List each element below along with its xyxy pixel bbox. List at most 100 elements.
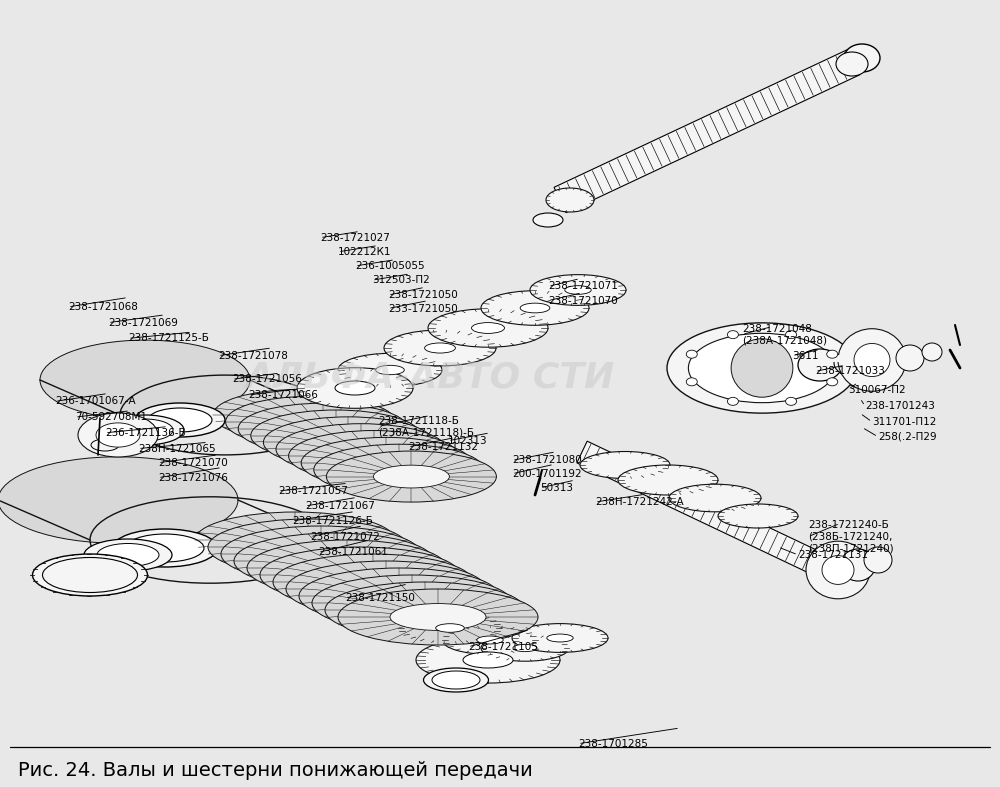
- Ellipse shape: [618, 465, 718, 495]
- Ellipse shape: [364, 589, 460, 616]
- Ellipse shape: [361, 458, 437, 481]
- Text: 236-1005055: 236-1005055: [355, 261, 425, 271]
- Ellipse shape: [432, 671, 480, 689]
- Ellipse shape: [533, 213, 563, 227]
- Ellipse shape: [338, 353, 442, 386]
- Text: 238-1721069: 238-1721069: [108, 318, 178, 327]
- Ellipse shape: [481, 290, 589, 325]
- Ellipse shape: [260, 534, 356, 560]
- Ellipse shape: [96, 423, 140, 447]
- Text: 238-1721071: 238-1721071: [548, 282, 618, 291]
- Text: 310067-П2: 310067-П2: [848, 385, 906, 394]
- Ellipse shape: [106, 415, 184, 445]
- Text: 238-1721056: 238-1721056: [232, 375, 302, 384]
- Ellipse shape: [827, 350, 838, 358]
- Ellipse shape: [298, 424, 374, 447]
- Ellipse shape: [384, 330, 496, 366]
- Ellipse shape: [472, 323, 505, 334]
- Ellipse shape: [338, 575, 434, 602]
- Ellipse shape: [276, 423, 446, 475]
- Ellipse shape: [731, 338, 793, 397]
- Ellipse shape: [335, 381, 375, 395]
- Ellipse shape: [336, 445, 412, 467]
- Ellipse shape: [251, 410, 421, 461]
- Ellipse shape: [338, 589, 538, 645]
- Text: 236-1701067-А: 236-1701067-А: [55, 397, 136, 406]
- Ellipse shape: [376, 365, 404, 375]
- Ellipse shape: [822, 556, 854, 585]
- Ellipse shape: [273, 554, 473, 610]
- Ellipse shape: [323, 438, 399, 460]
- Ellipse shape: [325, 582, 525, 638]
- Text: 312503-П2: 312503-П2: [372, 275, 430, 285]
- Ellipse shape: [135, 403, 225, 437]
- Text: 238-1701243: 238-1701243: [865, 401, 935, 411]
- Ellipse shape: [286, 548, 382, 575]
- Text: 50313: 50313: [540, 483, 573, 493]
- Ellipse shape: [84, 539, 172, 571]
- Text: 238-1721078: 238-1721078: [218, 351, 288, 360]
- Ellipse shape: [844, 44, 880, 72]
- Ellipse shape: [547, 634, 573, 642]
- Ellipse shape: [520, 303, 550, 313]
- Ellipse shape: [922, 343, 942, 361]
- Ellipse shape: [263, 417, 433, 467]
- Ellipse shape: [247, 540, 447, 596]
- Ellipse shape: [373, 465, 449, 488]
- Text: 238-1721070: 238-1721070: [158, 458, 228, 467]
- Ellipse shape: [686, 378, 697, 386]
- Ellipse shape: [299, 555, 395, 582]
- Ellipse shape: [442, 626, 538, 655]
- Ellipse shape: [854, 343, 890, 376]
- Text: 238Н-1721242-А: 238Н-1721242-А: [595, 497, 684, 507]
- Text: 200-1701192: 200-1701192: [512, 469, 582, 478]
- Ellipse shape: [32, 554, 148, 596]
- Ellipse shape: [463, 652, 513, 668]
- Ellipse shape: [669, 484, 761, 512]
- Text: Рис. 24. Валы и шестерни понижающей передачи: Рис. 24. Валы и шестерни понижающей пере…: [18, 760, 533, 779]
- Text: 233-1721050: 233-1721050: [388, 304, 458, 313]
- Ellipse shape: [213, 390, 383, 441]
- Ellipse shape: [580, 452, 670, 478]
- Text: 102212К1: 102212К1: [338, 247, 392, 257]
- Ellipse shape: [565, 286, 591, 294]
- Text: 238-1721072: 238-1721072: [310, 532, 380, 541]
- Ellipse shape: [896, 345, 924, 371]
- Ellipse shape: [273, 411, 349, 433]
- Ellipse shape: [234, 533, 434, 589]
- Ellipse shape: [686, 350, 697, 358]
- Ellipse shape: [424, 668, 488, 692]
- Text: 238-1721132: 238-1721132: [408, 442, 478, 452]
- Ellipse shape: [840, 549, 876, 581]
- Ellipse shape: [148, 408, 212, 432]
- Ellipse shape: [348, 452, 424, 475]
- Ellipse shape: [260, 547, 460, 603]
- Text: 258(.2-П29: 258(.2-П29: [878, 432, 937, 442]
- Text: 238-1721066: 238-1721066: [248, 390, 318, 400]
- Text: 23б-1721136-В: 23б-1721136-В: [105, 428, 186, 438]
- Text: 70-592708М1: 70-592708М1: [75, 412, 147, 422]
- Text: 238-1721125-Б: 238-1721125-Б: [128, 334, 209, 343]
- Ellipse shape: [513, 645, 537, 652]
- Ellipse shape: [126, 534, 204, 562]
- Text: 3611: 3611: [792, 351, 818, 360]
- Ellipse shape: [864, 547, 892, 573]
- Ellipse shape: [377, 597, 473, 623]
- Text: 238-1721027: 238-1721027: [320, 233, 390, 242]
- Text: 238-1721131: 238-1721131: [798, 550, 868, 560]
- Ellipse shape: [325, 568, 421, 596]
- Ellipse shape: [91, 439, 119, 451]
- Ellipse shape: [512, 623, 608, 652]
- Ellipse shape: [428, 309, 548, 347]
- Ellipse shape: [221, 526, 421, 582]
- Polygon shape: [577, 442, 825, 576]
- Ellipse shape: [297, 368, 413, 408]
- Ellipse shape: [838, 329, 906, 391]
- Ellipse shape: [117, 419, 173, 441]
- Text: 238-1721067: 238-1721067: [305, 501, 375, 511]
- Ellipse shape: [312, 562, 408, 589]
- Ellipse shape: [546, 188, 594, 212]
- Text: 311701-П12: 311701-П12: [872, 417, 936, 427]
- Ellipse shape: [285, 417, 361, 440]
- Ellipse shape: [112, 529, 218, 567]
